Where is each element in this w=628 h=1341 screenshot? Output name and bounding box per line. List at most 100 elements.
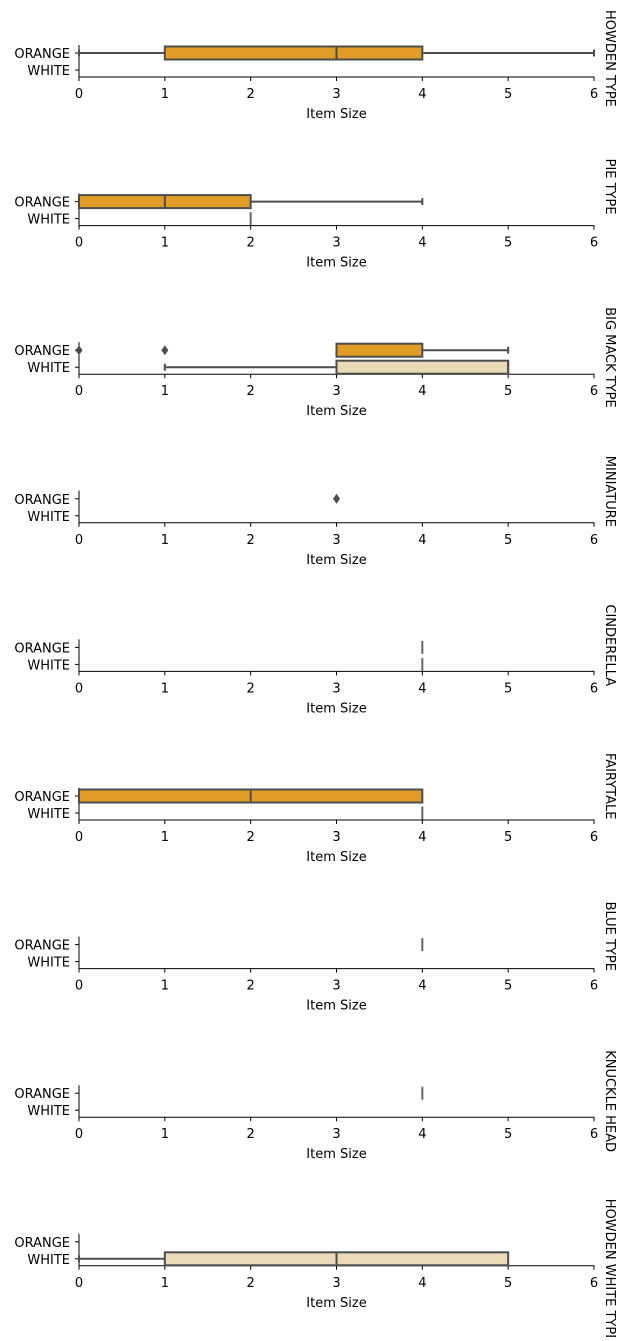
y-tick-label: ORANGE bbox=[14, 1087, 70, 1102]
panel-title: HOWDEN WHITE TYPE bbox=[602, 1199, 617, 1337]
y-tick-label: WHITE bbox=[27, 956, 70, 971]
x-tick-label: 6 bbox=[590, 87, 598, 102]
x-axis-label: Item Size bbox=[306, 553, 366, 568]
x-tick-label: 1 bbox=[161, 1127, 169, 1142]
x-tick-label: 5 bbox=[504, 533, 512, 548]
x-tick-label: 2 bbox=[247, 533, 255, 548]
x-tick-label: 0 bbox=[75, 1127, 83, 1142]
panel-title: BIG MACK TYPE bbox=[602, 307, 617, 408]
y-tick-label: WHITE bbox=[27, 807, 70, 822]
y-tick-label: ORANGE bbox=[14, 939, 70, 954]
x-tick-label: 5 bbox=[504, 1276, 512, 1291]
panel-howden-white-type: ORANGE WHITE 0 1 2 3 4 5 6 Item Size HOWDEN WHITE … bbox=[14, 1199, 617, 1341]
box-orange bbox=[78, 194, 424, 210]
x-tick-label: 5 bbox=[504, 830, 512, 845]
x-axis-label: Item Size bbox=[306, 1147, 366, 1162]
x-tick-label: 2 bbox=[247, 979, 255, 994]
box-white bbox=[78, 1251, 510, 1267]
box-orange bbox=[78, 45, 595, 61]
panel-big-mack-type: ORANGE WHITE 0 1 2 3 4 5 6 Item Size BIG MACK TYPE bbox=[14, 307, 617, 419]
x-tick-label: 3 bbox=[332, 236, 340, 251]
x-tick-label: 5 bbox=[504, 236, 512, 251]
x-tick-label: 0 bbox=[75, 384, 83, 399]
iqr-box bbox=[163, 45, 424, 61]
x-tick-label: 0 bbox=[75, 681, 83, 696]
y-tick-label: ORANGE bbox=[14, 790, 70, 805]
x-tick-label: 3 bbox=[332, 830, 340, 845]
x-tick-label: 6 bbox=[590, 384, 598, 399]
x-tick-label: 0 bbox=[75, 87, 83, 102]
panel-pie-type: ORANGE WHITE 0 1 2 3 4 5 6 Item Size PIE TYPE bbox=[14, 159, 617, 271]
x-tick-label: 5 bbox=[504, 681, 512, 696]
x-tick-label: 1 bbox=[161, 236, 169, 251]
x-axis-label: Item Size bbox=[306, 404, 366, 419]
x-tick-label: 0 bbox=[75, 533, 83, 548]
y-tick-label: WHITE bbox=[27, 1104, 70, 1119]
x-tick-label: 2 bbox=[247, 384, 255, 399]
x-tick-label: 3 bbox=[332, 533, 340, 548]
x-tick-label: 2 bbox=[247, 87, 255, 102]
x-tick-label: 4 bbox=[418, 533, 426, 548]
x-axis-label: Item Size bbox=[306, 999, 366, 1014]
x-tick-label: 1 bbox=[161, 681, 169, 696]
x-tick-label: 6 bbox=[590, 979, 598, 994]
x-tick-label: 0 bbox=[75, 830, 83, 845]
y-tick-label: ORANGE bbox=[14, 493, 70, 508]
x-tick-label: 1 bbox=[161, 87, 169, 102]
x-tick-label: 3 bbox=[332, 384, 340, 399]
panel-title: MINIATURE bbox=[602, 456, 617, 527]
x-tick-label: 4 bbox=[418, 384, 426, 399]
y-tick-label: WHITE bbox=[27, 64, 70, 79]
y-tick-label: ORANGE bbox=[14, 641, 70, 656]
panel-title: FAIRYTALE bbox=[602, 753, 617, 819]
x-tick-label: 2 bbox=[247, 1127, 255, 1142]
x-tick-label: 0 bbox=[75, 1276, 83, 1291]
x-tick-label: 6 bbox=[590, 681, 598, 696]
x-tick-label: 6 bbox=[590, 533, 598, 548]
x-tick-label: 1 bbox=[161, 830, 169, 845]
x-axis-label: Item Size bbox=[306, 850, 366, 865]
x-axis-label: Item Size bbox=[306, 1296, 366, 1311]
x-tick-label: 1 bbox=[161, 979, 169, 994]
y-tick-label: ORANGE bbox=[14, 344, 70, 359]
x-tick-label: 2 bbox=[247, 681, 255, 696]
x-axis-label: Item Size bbox=[306, 701, 366, 716]
box-orange bbox=[333, 493, 340, 504]
panel-cinderella: ORANGE WHITE 0 1 2 3 4 5 6 Item Size CINDERELLA bbox=[14, 604, 617, 716]
outlier-point bbox=[333, 493, 340, 504]
y-tick-label: ORANGE bbox=[14, 196, 70, 211]
x-tick-label: 3 bbox=[332, 681, 340, 696]
iqr-box bbox=[335, 359, 510, 375]
x-axis-label: Item Size bbox=[306, 256, 366, 271]
outlier-point bbox=[75, 345, 83, 356]
box-orange bbox=[78, 788, 424, 804]
x-tick-label: 2 bbox=[247, 830, 255, 845]
outlier-point bbox=[161, 345, 169, 356]
y-tick-label: WHITE bbox=[27, 213, 70, 228]
x-tick-label: 4 bbox=[418, 830, 426, 845]
x-tick-label: 4 bbox=[418, 87, 426, 102]
panel-title: CINDERELLA bbox=[602, 604, 617, 686]
x-tick-label: 2 bbox=[247, 236, 255, 251]
y-tick-label: WHITE bbox=[27, 658, 70, 673]
box-white bbox=[163, 359, 510, 375]
x-tick-label: 3 bbox=[332, 1276, 340, 1291]
x-tick-label: 0 bbox=[75, 236, 83, 251]
x-tick-label: 5 bbox=[504, 979, 512, 994]
x-tick-label: 1 bbox=[161, 1276, 169, 1291]
x-tick-label: 6 bbox=[590, 236, 598, 251]
iqr-box bbox=[335, 342, 424, 358]
x-tick-label: 4 bbox=[418, 681, 426, 696]
y-tick-label: WHITE bbox=[27, 1253, 70, 1268]
y-tick-label: WHITE bbox=[27, 361, 70, 376]
x-tick-label: 0 bbox=[75, 979, 83, 994]
box-orange bbox=[75, 342, 510, 358]
x-tick-label: 6 bbox=[590, 830, 598, 845]
x-tick-label: 4 bbox=[418, 236, 426, 251]
x-tick-label: 3 bbox=[332, 979, 340, 994]
panel-title: KNUCKLE HEAD bbox=[602, 1050, 617, 1152]
x-tick-label: 4 bbox=[418, 1127, 426, 1142]
panel-knuckle-head: ORANGE WHITE 0 1 2 3 4 5 6 Item Size KNUCKLE HEAD bbox=[14, 1050, 617, 1162]
y-tick-label: ORANGE bbox=[14, 47, 70, 62]
x-tick-label: 6 bbox=[590, 1276, 598, 1291]
